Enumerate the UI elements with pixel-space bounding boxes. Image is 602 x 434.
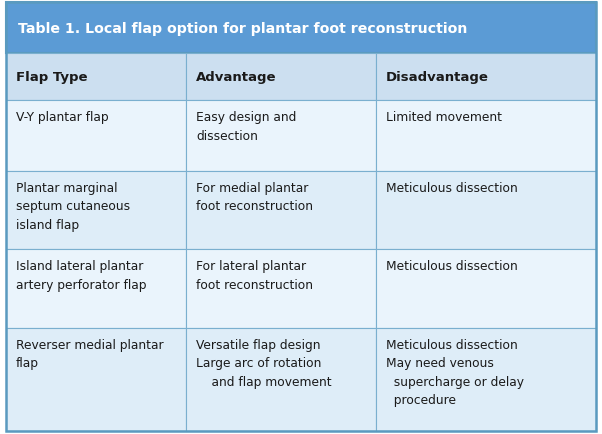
Bar [376, 171, 596, 250]
Text: Reverser medial plantar
flap: Reverser medial plantar flap [16, 338, 164, 370]
Text: Advantage: Advantage [196, 71, 276, 84]
Bar [6, 101, 186, 171]
Text: Table 1. Local flap option for plantar foot reconstruction: Table 1. Local flap option for plantar f… [18, 21, 467, 36]
Bar [186, 54, 376, 101]
Bar [6, 250, 186, 328]
Bar [376, 250, 596, 328]
Text: Plantar marginal
septum cutaneous
island flap: Plantar marginal septum cutaneous island… [16, 181, 130, 231]
Text: Meticulous dissection: Meticulous dissection [386, 260, 518, 273]
Bar [376, 328, 596, 431]
Bar [376, 54, 596, 101]
Bar [186, 171, 376, 250]
Bar [6, 171, 186, 250]
Text: Disadvantage: Disadvantage [386, 71, 489, 84]
Text: Flap Type: Flap Type [16, 71, 87, 84]
Bar [186, 328, 376, 431]
Bar [6, 54, 186, 101]
Text: Island lateral plantar
artery perforator flap: Island lateral plantar artery perforator… [16, 260, 146, 291]
Text: Limited movement: Limited movement [386, 111, 502, 124]
Bar [376, 101, 596, 171]
Text: For lateral plantar
foot reconstruction: For lateral plantar foot reconstruction [196, 260, 313, 291]
Text: Meticulous dissection: Meticulous dissection [386, 181, 518, 194]
Text: V-Y plantar flap: V-Y plantar flap [16, 111, 108, 124]
Text: Meticulous dissection
May need venous
  supercharge or delay
  procedure: Meticulous dissection May need venous su… [386, 338, 524, 407]
Text: For medial plantar
foot reconstruction: For medial plantar foot reconstruction [196, 181, 313, 213]
Bar [6, 3, 596, 54]
Text: Versatile flap design
Large arc of rotation
    and flap movement: Versatile flap design Large arc of rotat… [196, 338, 332, 388]
Bar [186, 101, 376, 171]
Bar [6, 328, 186, 431]
Text: Easy design and
dissection: Easy design and dissection [196, 111, 296, 142]
Bar [186, 250, 376, 328]
